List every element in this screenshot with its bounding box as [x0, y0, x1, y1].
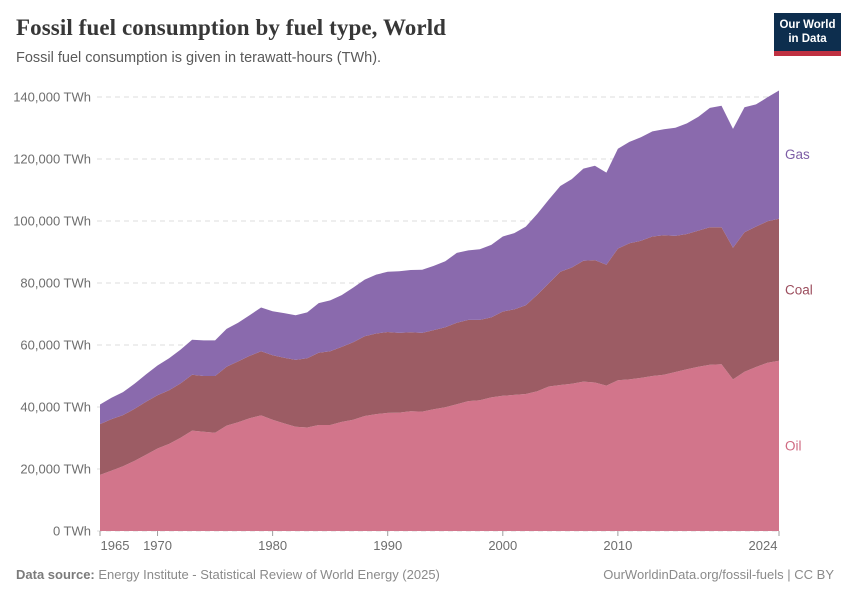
data-source: Data source: Energy Institute - Statisti…: [16, 567, 440, 582]
y-tick-label-120000: 120,000 TWh: [13, 152, 91, 167]
x-tick-label-1990: 1990: [373, 538, 402, 553]
x-tick-label-2000: 2000: [488, 538, 517, 553]
footer-links: OurWorldinData.org/fossil-fuels | CC BY: [603, 567, 834, 582]
owid-logo-line1: Our World: [779, 19, 836, 31]
y-tick-label-0: 0 TWh: [53, 524, 91, 539]
x-tick-label-1970: 1970: [143, 538, 172, 553]
area-coal[interactable]: [100, 218, 779, 475]
y-tick-label-60000: 60,000 TWh: [20, 338, 91, 353]
data-source-text: Energy Institute - Statistical Review of…: [94, 567, 440, 582]
owid-url-link[interactable]: OurWorldinData.org/fossil-fuels: [603, 567, 784, 582]
x-tick-label-2024: 2024: [749, 538, 778, 553]
chart-header: Fossil fuel consumption by fuel type, Wo…: [16, 14, 730, 67]
x-tick-label-1965: 1965: [101, 538, 130, 553]
y-tick-label-140000: 140,000 TWh: [13, 90, 91, 105]
y-tick-label-80000: 80,000 TWh: [20, 276, 91, 291]
data-source-label: Data source:: [16, 567, 95, 582]
owid-logo-line2: in Data: [788, 33, 827, 46]
footer-separator: |: [783, 567, 795, 582]
legend-label-coal[interactable]: Coal: [785, 282, 813, 297]
y-tick-label-100000: 100,000 TWh: [13, 214, 91, 229]
owid-logo[interactable]: Our World in Data: [774, 13, 841, 56]
legend-label-oil[interactable]: Oil: [785, 438, 802, 453]
x-tick-label-1980: 1980: [258, 538, 287, 553]
license-link[interactable]: CC BY: [794, 567, 834, 582]
page-title: Fossil fuel consumption by fuel type, Wo…: [16, 15, 447, 40]
legend-label-gas[interactable]: Gas: [785, 147, 810, 162]
x-tick-label-2010: 2010: [603, 538, 632, 553]
y-tick-label-20000: 20,000 TWh: [20, 462, 91, 477]
chart-footer: Data source: Energy Institute - Statisti…: [16, 567, 834, 582]
area-oil[interactable]: [100, 360, 779, 531]
y-tick-label-40000: 40,000 TWh: [20, 400, 91, 415]
area-gas[interactable]: [100, 90, 779, 425]
chart-subtitle: Fossil fuel consumption is given in tera…: [16, 49, 382, 66]
